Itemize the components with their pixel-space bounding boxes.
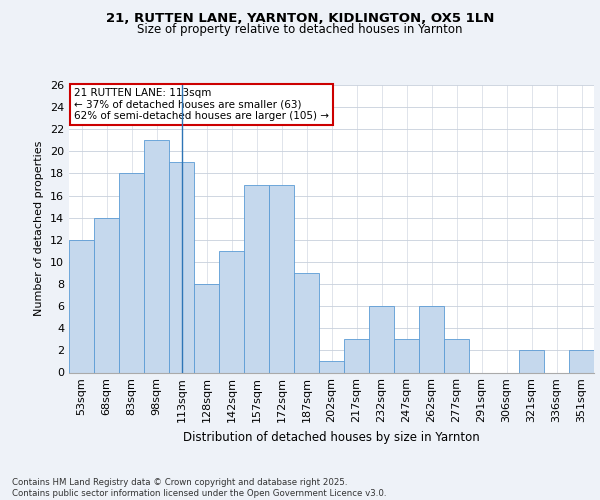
Text: 21 RUTTEN LANE: 113sqm
← 37% of detached houses are smaller (63)
62% of semi-det: 21 RUTTEN LANE: 113sqm ← 37% of detached… [74,88,329,121]
Bar [344,340,369,372]
Bar [444,340,469,372]
Bar [94,218,119,372]
Bar [69,240,94,372]
Text: 21, RUTTEN LANE, YARNTON, KIDLINGTON, OX5 1LN: 21, RUTTEN LANE, YARNTON, KIDLINGTON, OX… [106,12,494,26]
Text: Size of property relative to detached houses in Yarnton: Size of property relative to detached ho… [137,24,463,36]
Bar [194,284,219,372]
Bar [569,350,594,372]
Bar [269,184,294,372]
Bar [394,340,419,372]
Bar [169,162,194,372]
Bar [219,251,244,372]
Bar [294,273,319,372]
Bar [519,350,544,372]
Bar [244,184,269,372]
Bar [119,174,144,372]
Bar [419,306,444,372]
Text: Contains HM Land Registry data © Crown copyright and database right 2025.
Contai: Contains HM Land Registry data © Crown c… [12,478,386,498]
Bar [319,362,344,372]
Bar [144,140,169,372]
Y-axis label: Number of detached properties: Number of detached properties [34,141,44,316]
Bar [369,306,394,372]
X-axis label: Distribution of detached houses by size in Yarnton: Distribution of detached houses by size … [183,431,480,444]
